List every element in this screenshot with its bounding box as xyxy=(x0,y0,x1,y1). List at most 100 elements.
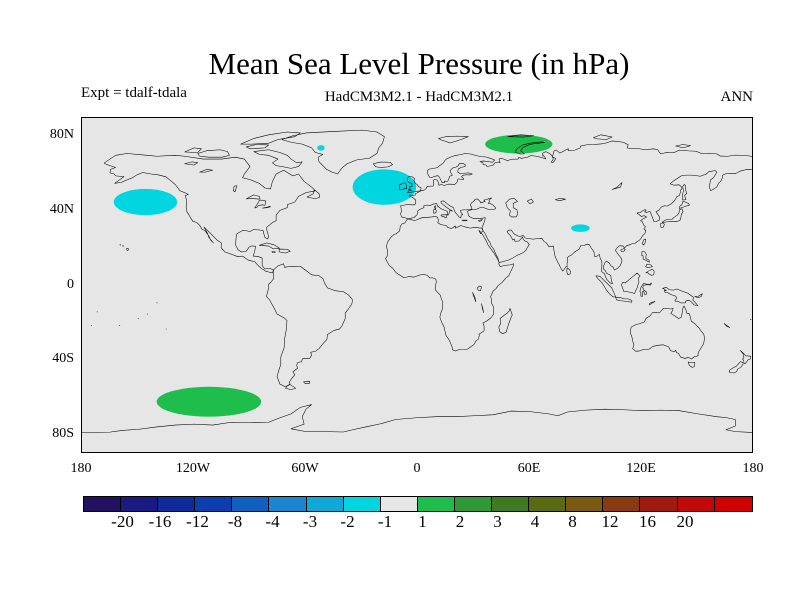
coast-visayas xyxy=(646,264,653,268)
x-tick-label: 0 xyxy=(413,461,421,476)
coast-sumatra xyxy=(596,276,616,297)
coast-great-britain xyxy=(407,177,421,193)
coast-north-america xyxy=(104,153,315,272)
coast-hispaniola xyxy=(279,249,290,253)
color-swatch xyxy=(714,497,752,511)
color-legend-label: 4 xyxy=(530,512,540,531)
color-legend-label: -8 xyxy=(227,512,243,531)
coast-timor xyxy=(649,301,655,305)
color-swatch xyxy=(603,497,641,511)
lake-erie xyxy=(262,206,270,208)
lake-superior xyxy=(246,195,260,199)
coast-cuba xyxy=(259,243,279,249)
coast-falklands xyxy=(304,382,310,384)
anomaly-region-south-pacific-positive xyxy=(156,386,262,417)
hawaii-islands xyxy=(120,245,129,251)
y-tick-label: 0 xyxy=(67,277,74,292)
color-swatch xyxy=(492,497,530,511)
lake-baikal xyxy=(612,182,622,189)
color-legend-label: -16 xyxy=(148,512,172,531)
map-panel xyxy=(81,117,753,453)
coast-honshu xyxy=(662,209,683,223)
coast-svalbard xyxy=(439,136,469,143)
coast-south-america xyxy=(266,264,352,387)
pacific-atolls xyxy=(91,303,751,329)
color-swatch xyxy=(195,497,233,511)
coast-ireland xyxy=(399,183,406,190)
coast-new-britain xyxy=(695,294,702,298)
coast-borneo xyxy=(621,273,640,293)
color-swatch xyxy=(343,497,381,511)
anomaly-region-greenland-negative xyxy=(317,145,325,151)
chart-title: Mean Sea Level Pressure (in hPa) xyxy=(208,46,630,81)
coast-kyushu xyxy=(660,223,664,228)
color-legend-label: 2 xyxy=(455,512,465,531)
lake-malawi xyxy=(481,304,483,313)
color-swatch xyxy=(380,497,418,511)
y-tick-label: 80N xyxy=(49,127,74,142)
coast-hokkaido xyxy=(679,201,689,208)
color-legend-label: -1 xyxy=(377,512,393,531)
color-legend-label: -12 xyxy=(186,512,209,531)
color-legend-label: 16 xyxy=(639,512,656,531)
color-swatch xyxy=(640,497,678,511)
coast-banks-island xyxy=(185,148,202,153)
color-legend-label: 3 xyxy=(493,512,502,531)
world-map xyxy=(82,118,753,453)
coast-madagascar xyxy=(499,308,512,333)
color-legend-label: 1 xyxy=(418,512,427,531)
coast-sardinia xyxy=(434,209,437,213)
coast-taiwan xyxy=(642,239,646,245)
coast-iceland xyxy=(373,162,392,167)
great-slave-lake xyxy=(200,169,213,172)
coast-new-caledonia xyxy=(724,324,730,328)
lake-victoria xyxy=(477,286,481,291)
color-legend-bar xyxy=(83,496,753,512)
coast-cyprus xyxy=(478,220,482,222)
coast-jamaica xyxy=(272,252,276,253)
color-legend-label: -20 xyxy=(111,512,134,531)
color-legend-label: -2 xyxy=(340,512,355,531)
coast-australia xyxy=(630,306,704,359)
coast-corsica xyxy=(434,206,436,209)
color-swatch xyxy=(529,497,567,511)
color-swatch xyxy=(269,497,307,511)
coast-baffin-island xyxy=(254,150,303,169)
x-tick-label: 180 xyxy=(70,461,92,476)
color-legend-label: 20 xyxy=(676,512,694,531)
coast-new-guinea xyxy=(663,287,698,305)
coast-new-zealand-north xyxy=(740,350,750,363)
y-tick-label: 40S xyxy=(52,351,74,366)
coast-tasmania xyxy=(688,362,695,367)
color-legend-label: 12 xyxy=(601,512,619,531)
coast-hainan xyxy=(621,248,625,251)
coast-sakhalin xyxy=(682,184,686,199)
x-tick-label: 120W xyxy=(175,461,211,476)
color-swatch xyxy=(566,497,604,511)
color-swatch xyxy=(158,497,196,511)
y-tick-label: 80S xyxy=(52,426,74,441)
x-tick-label: 60E xyxy=(517,461,541,476)
color-swatch xyxy=(121,497,159,511)
coast-severnaya-zemlya xyxy=(593,135,612,140)
great-bear-lake xyxy=(185,162,198,165)
coast-devon-island xyxy=(246,144,268,149)
coast-newfoundland xyxy=(307,190,320,199)
coast-new-siberian-islands xyxy=(676,145,691,148)
x-tick-label: 180 xyxy=(742,461,764,476)
coast-java xyxy=(615,297,631,302)
color-swatch xyxy=(677,497,715,511)
color-legend-label: -3 xyxy=(302,512,318,531)
coastline-layer xyxy=(82,130,753,432)
caspian-sea xyxy=(506,198,518,217)
anomaly-region-north-atlantic-negative xyxy=(352,169,417,205)
coast-sri-lanka xyxy=(567,268,571,275)
lake-tanganyika xyxy=(473,293,476,302)
anomaly-fill-layer xyxy=(113,134,590,417)
color-swatch xyxy=(417,497,455,511)
model-comparison-label: HadCM3M2.1 - HadCM3M2.1 xyxy=(324,89,514,105)
season-label: ANN xyxy=(720,89,754,105)
color-swatch xyxy=(306,497,344,511)
anomaly-region-arctic-russia-positive xyxy=(485,134,553,154)
coast-tierra-del-fuego xyxy=(285,385,295,390)
